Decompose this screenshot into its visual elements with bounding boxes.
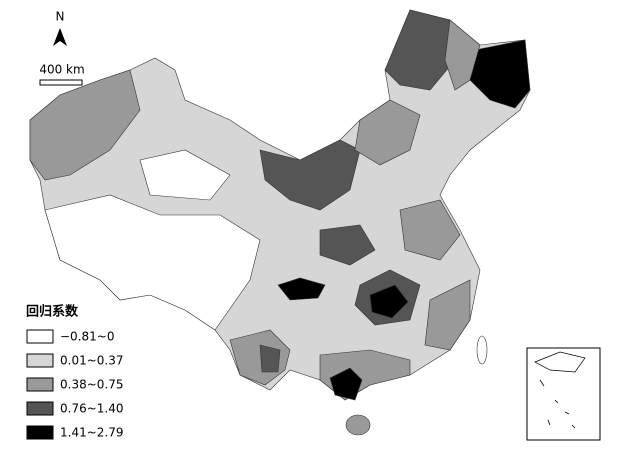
taiwan <box>476 335 488 365</box>
region <box>319 349 411 401</box>
arrow <box>53 28 67 46</box>
inset-coast <box>534 351 586 373</box>
legend: 回归系数 −0.81~0 0.01~0.37 0.38~0.75 0.76~1.40 1… <box>26 304 124 440</box>
north-arrow: N <box>53 10 67 46</box>
inset-south-china-sea <box>526 347 601 441</box>
region <box>259 344 281 373</box>
legend-label: −0.81~0 <box>60 330 114 344</box>
scale-bar: 400 km <box>39 63 85 86</box>
region <box>277 277 326 301</box>
legend-title: 回归系数 <box>26 304 79 320</box>
legend-swatch <box>26 425 54 440</box>
legend-swatch <box>26 401 54 416</box>
scale-rect <box>39 79 83 86</box>
legend-swatch <box>26 353 54 368</box>
inset-islands <box>539 379 576 429</box>
hainan <box>345 414 371 436</box>
region <box>399 199 461 261</box>
legend-label: 0.38~0.75 <box>60 378 124 392</box>
scale-label: 400 km <box>39 63 84 77</box>
region <box>424 279 471 351</box>
legend-label: 1.41~2.79 <box>60 426 124 440</box>
region <box>259 139 361 211</box>
region <box>319 224 376 266</box>
legend-swatch <box>26 377 54 392</box>
china-map <box>29 9 531 436</box>
region <box>139 149 231 201</box>
region <box>354 99 421 166</box>
region <box>29 69 141 181</box>
legend-label: 0.76~1.40 <box>60 402 124 416</box>
inset-frame <box>526 347 601 441</box>
legend-swatch <box>26 329 54 344</box>
region <box>329 367 363 401</box>
region <box>44 194 261 331</box>
region <box>444 19 481 91</box>
north-label: N <box>56 10 65 24</box>
region <box>369 284 409 319</box>
legend-label: 0.01~0.37 <box>60 354 124 368</box>
